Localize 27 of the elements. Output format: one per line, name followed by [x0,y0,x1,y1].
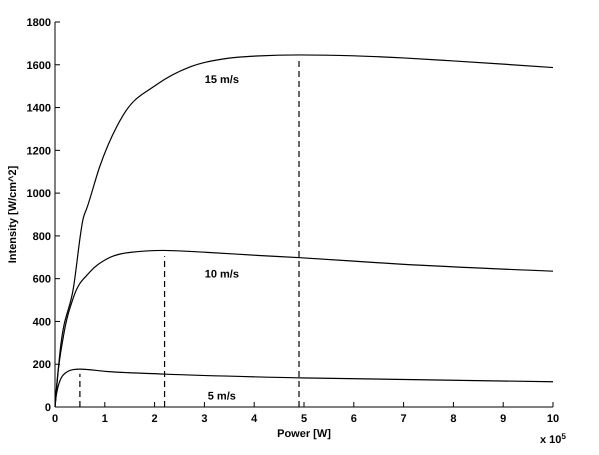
x-tick-label: 2 [152,413,158,425]
y-tick-label: 200 [32,359,51,372]
x-tick-label: 8 [450,413,456,425]
y-tick-label: 1000 [26,188,51,200]
y-tick-label: 0 [44,402,51,414]
x-tick-label: 5 [300,413,308,425]
x-axis-title: Power [W] [277,428,332,440]
y-tick-label: 800 [32,230,51,243]
y-axis-title: Intensity [W/cm^2] [7,165,19,264]
series-label: 15 m/s [204,74,239,86]
x-tick-label: 4 [251,413,258,425]
text: x 10$^{5}$ [540,432,566,446]
x-tick-label: 10 [546,413,560,425]
y-tick-label: 1800 [26,17,51,29]
x-tick-label: 3 [201,413,208,425]
x-tick-label: 0 [52,413,58,425]
y-tick-label: 1200 [26,145,51,158]
x-tick-label: 1 [102,413,108,425]
y-tick-label: 1600 [26,60,51,72]
y-tick-label: 1400 [26,102,51,115]
x-tick-label: 6 [350,413,357,425]
y-tick-label: 600 [32,274,51,286]
series-label: 10 m/s [204,268,239,280]
x-tick-label: 9 [500,413,506,425]
x-tick-label: 7 [400,413,407,425]
y-tick-label: 400 [32,316,51,328]
series-label: 5 m/s [208,390,236,403]
